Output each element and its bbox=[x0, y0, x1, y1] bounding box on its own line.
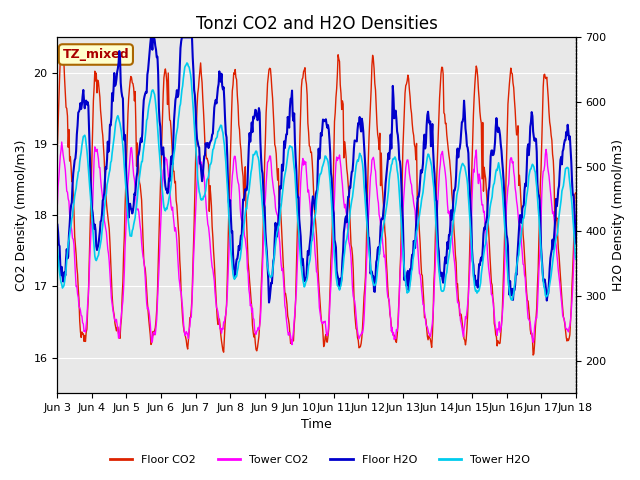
Title: Tonzi CO2 and H2O Densities: Tonzi CO2 and H2O Densities bbox=[196, 15, 437, 33]
X-axis label: Time: Time bbox=[301, 419, 332, 432]
Legend: Floor CO2, Tower CO2, Floor H2O, Tower H2O: Floor CO2, Tower CO2, Floor H2O, Tower H… bbox=[105, 451, 535, 469]
Y-axis label: CO2 Density (mmol/m3): CO2 Density (mmol/m3) bbox=[15, 140, 28, 291]
Text: TZ_mixed: TZ_mixed bbox=[63, 48, 129, 61]
Y-axis label: H2O Density (mmol/m3): H2O Density (mmol/m3) bbox=[612, 139, 625, 291]
